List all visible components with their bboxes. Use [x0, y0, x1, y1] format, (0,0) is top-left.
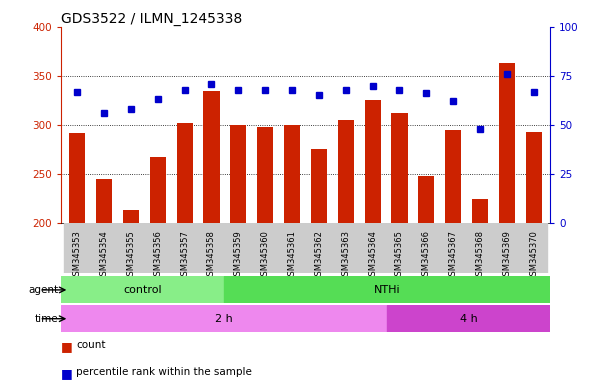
Bar [419, 176, 434, 223]
Text: GSM345366: GSM345366 [422, 230, 431, 281]
Bar [413, 223, 440, 273]
Bar [338, 120, 354, 223]
Bar [494, 223, 521, 273]
Text: 2 h: 2 h [215, 314, 233, 324]
Bar [359, 223, 386, 273]
Text: percentile rank within the sample: percentile rank within the sample [76, 367, 252, 377]
Bar [392, 113, 408, 223]
Bar [177, 123, 192, 223]
Bar [306, 223, 332, 273]
Text: GSM345369: GSM345369 [502, 230, 511, 281]
Bar [445, 130, 461, 223]
Text: GSM345368: GSM345368 [475, 230, 485, 281]
Bar [64, 223, 90, 273]
Bar [198, 223, 225, 273]
Bar [150, 157, 166, 223]
Text: GSM345355: GSM345355 [126, 230, 136, 281]
Text: GSM345353: GSM345353 [73, 230, 82, 281]
Text: ■: ■ [61, 340, 77, 353]
Bar [90, 223, 117, 273]
Bar [467, 223, 494, 273]
Bar [225, 223, 252, 273]
Text: time: time [34, 314, 58, 324]
Bar [472, 199, 488, 223]
Text: NTHi: NTHi [374, 285, 400, 295]
Bar [279, 223, 306, 273]
Text: GSM345365: GSM345365 [395, 230, 404, 281]
Bar [96, 179, 112, 223]
Bar [61, 305, 387, 332]
Bar [284, 125, 300, 223]
Bar [171, 223, 198, 273]
Bar [224, 276, 550, 303]
Text: 4 h: 4 h [459, 314, 477, 324]
Bar [521, 223, 547, 273]
Text: GSM345360: GSM345360 [261, 230, 269, 281]
Text: ■: ■ [61, 367, 77, 380]
Bar [387, 305, 550, 332]
Bar [144, 223, 171, 273]
Text: GSM345364: GSM345364 [368, 230, 377, 281]
Bar [525, 132, 542, 223]
Text: GSM345367: GSM345367 [448, 230, 458, 281]
Bar [230, 125, 246, 223]
Bar [386, 223, 413, 273]
Text: GSM345361: GSM345361 [288, 230, 296, 281]
Bar [332, 223, 359, 273]
Text: GSM345370: GSM345370 [529, 230, 538, 281]
Text: GSM345362: GSM345362 [315, 230, 323, 281]
Text: control: control [123, 285, 162, 295]
Text: GSM345359: GSM345359 [234, 230, 243, 281]
Text: agent: agent [28, 285, 58, 295]
Bar [69, 132, 86, 223]
Text: GSM345363: GSM345363 [342, 230, 350, 281]
Text: GSM345358: GSM345358 [207, 230, 216, 281]
Bar [117, 223, 144, 273]
Bar [252, 223, 279, 273]
Bar [499, 63, 515, 223]
Bar [440, 223, 467, 273]
Bar [365, 100, 381, 223]
Text: GSM345357: GSM345357 [180, 230, 189, 281]
Bar [311, 149, 327, 223]
Bar [257, 127, 273, 223]
Bar [203, 91, 219, 223]
Text: GSM345356: GSM345356 [153, 230, 163, 281]
Text: count: count [76, 340, 106, 350]
Bar [61, 276, 224, 303]
Bar [123, 210, 139, 223]
Text: GDS3522 / ILMN_1245338: GDS3522 / ILMN_1245338 [61, 12, 243, 25]
Text: GSM345354: GSM345354 [100, 230, 109, 281]
